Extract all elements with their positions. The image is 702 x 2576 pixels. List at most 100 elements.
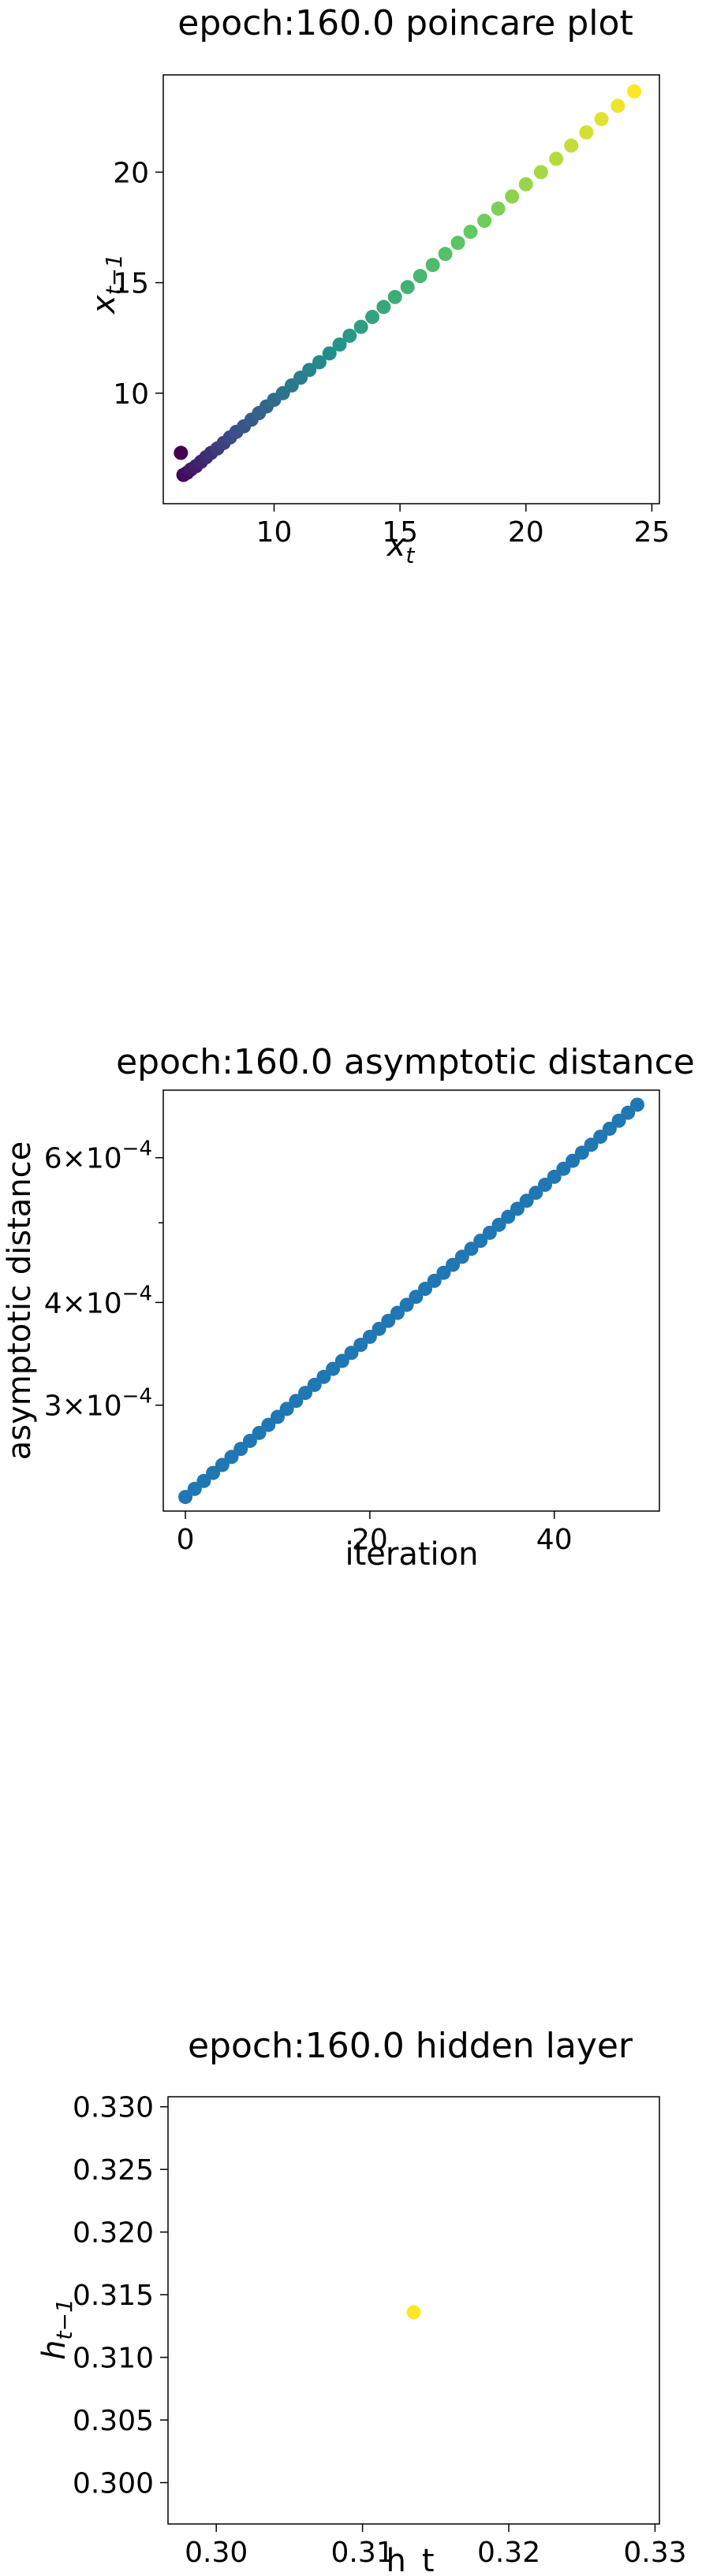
asymptotic-point	[242, 1433, 257, 1448]
poincare-y-tick-label: 10	[113, 378, 149, 411]
poincare-point	[365, 310, 380, 325]
hidden-layer-x-tick-label: 0.32	[477, 2537, 540, 2569]
hidden-layer-y-tick-label: 0.310	[73, 2343, 154, 2375]
asymptotic-x-label: iteration	[345, 1536, 479, 1573]
asymptotic-point	[289, 1394, 304, 1409]
poincare-point	[174, 445, 189, 460]
poincare-point	[564, 138, 579, 153]
asymptotic-points	[178, 1097, 644, 1505]
asymptotic-point	[215, 1457, 230, 1472]
hidden-layer-y-tick-label: 0.315	[73, 2280, 154, 2312]
poincare-point	[477, 214, 492, 229]
asymptotic-point	[436, 1265, 451, 1280]
poincare-y-ticks: 10 15 20	[113, 157, 163, 411]
poincare-point	[533, 165, 548, 180]
asymptotic-point	[464, 1241, 479, 1256]
poincare-point	[322, 346, 337, 361]
asymptotic-point	[399, 1297, 414, 1312]
asymptotic-point	[491, 1217, 506, 1232]
poincare-point	[450, 236, 465, 251]
asymptotic-point	[510, 1201, 525, 1216]
asymptotic-x-tick-label: 0	[177, 1524, 195, 1556]
asymptotic-point	[326, 1361, 341, 1376]
asymptotic-point	[528, 1186, 543, 1201]
asymptotic-x-ticks: 0 20 40	[177, 1511, 573, 1556]
poincare-point	[505, 189, 520, 204]
asymptotic-point	[473, 1234, 488, 1249]
asymptotic-y-tick-label: 6×10−4	[44, 1137, 152, 1175]
poincare-point	[594, 112, 609, 127]
asymptotic-y-tick-label: 3×10−4	[44, 1385, 152, 1423]
hidden-layer-x-tick-label: 0.33	[623, 2537, 686, 2569]
asymptotic-point	[252, 1425, 267, 1440]
hidden-layer-y-tick-label: 0.325	[73, 2154, 154, 2187]
poincare-point	[518, 177, 533, 192]
hidden-layer-x-tick-label: 0.31	[331, 2537, 394, 2569]
asymptotic-point	[501, 1209, 516, 1224]
asymptotic-point	[482, 1225, 497, 1240]
hidden-layer-chart: epoch:160.0 hidden layer 0.30 0.31 0.32 0.3…	[36, 2026, 687, 2576]
poincare-plot-frame	[162, 74, 660, 504]
asymptotic-y-ticks: 3×10−4 4×10−4 6×10−4	[44, 1137, 163, 1423]
asymptotic-point	[566, 1153, 581, 1168]
asymptotic-point	[602, 1121, 617, 1136]
poincare-point	[413, 269, 428, 284]
asymptotic-plot-frame	[162, 1089, 660, 1512]
poincare-point	[376, 300, 391, 315]
hidden-layer-y-ticks: 0.300 0.305 0.310 0.315 0.320 0.325 0.330	[73, 2092, 168, 2500]
hidden-layer-title: epoch:160.0 hidden layer	[188, 2026, 633, 2066]
asymptotic-title: epoch:160.0 asymptotic distance	[116, 1042, 695, 1082]
asymptotic-y-tick-label: 4×10−4	[44, 1282, 152, 1320]
poincare-point	[611, 99, 625, 114]
hidden-layer-x-tick-label: 0.30	[185, 2537, 248, 2569]
asymptotic-point	[390, 1305, 405, 1320]
asymptotic-x-tick-label: 40	[536, 1524, 573, 1556]
poincare-point	[549, 151, 564, 166]
poincare-point	[438, 247, 453, 262]
hidden-layer-y-tick-label: 0.300	[73, 2468, 154, 2500]
asymptotic-point	[556, 1161, 571, 1176]
hidden-layer-y-tick-label: 0.330	[73, 2092, 154, 2124]
poincare-point	[332, 337, 347, 352]
asymptotic-point	[261, 1417, 276, 1432]
poincare-point	[400, 280, 415, 295]
poincare-point	[463, 225, 478, 240]
asymptotic-point	[538, 1178, 553, 1193]
asymptotic-point	[307, 1377, 322, 1392]
asymptotic-point	[344, 1346, 359, 1361]
poincare-point	[425, 258, 440, 273]
poincare-x-ticks: 10 15 20 25	[256, 504, 670, 549]
poincare-x-tick-label: 20	[508, 516, 544, 549]
poincare-y-tick-label: 20	[113, 157, 149, 189]
asymptotic-point	[584, 1137, 599, 1152]
poincare-point	[342, 328, 357, 343]
poincare-x-tick-label: 10	[256, 516, 293, 549]
asymptotic-point	[196, 1473, 211, 1488]
poincare-point	[387, 289, 402, 304]
asymptotic-point	[629, 1097, 644, 1112]
poincare-title: epoch:160.0 poincare plot	[177, 3, 633, 43]
asymptotic-point	[334, 1353, 349, 1368]
asymptotic-point	[621, 1105, 636, 1120]
asymptotic-point	[372, 1321, 386, 1336]
hidden-layer-y-label: ht−1	[36, 2299, 77, 2360]
asymptotic-point	[224, 1450, 239, 1465]
asymptotic-point	[418, 1282, 433, 1297]
hidden-layer-points	[406, 2305, 421, 2320]
asymptotic-point	[593, 1130, 608, 1145]
asymptotic-point	[206, 1465, 221, 1480]
asymptotic-point	[187, 1481, 202, 1496]
asymptotic-point	[427, 1273, 442, 1288]
hidden-layer-x-label: h_t	[386, 2543, 434, 2576]
asymptotic-point	[574, 1145, 589, 1160]
asymptotic-point	[611, 1113, 626, 1128]
poincare-point	[312, 355, 327, 370]
poincare-point	[627, 84, 642, 99]
poincare-points	[174, 84, 642, 482]
asymptotic-y-label: asymptotic distance	[2, 1141, 38, 1461]
asymptotic-point	[298, 1386, 313, 1401]
poincare-x-tick-label: 25	[634, 516, 670, 549]
asymptotic-point	[547, 1169, 562, 1184]
poincare-chart: epoch:160.0 poincare plot 10 15 20 25 10 15 2…	[86, 3, 670, 568]
